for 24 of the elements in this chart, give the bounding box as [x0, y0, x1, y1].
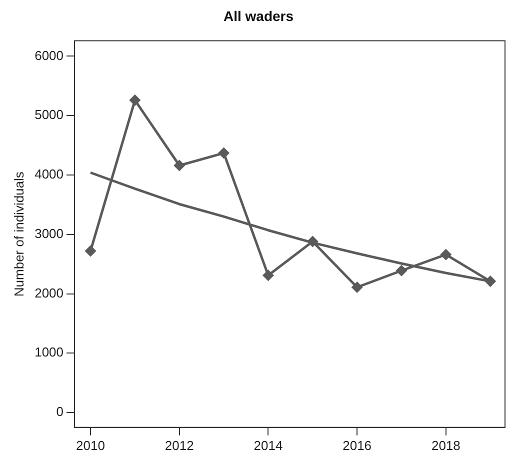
point: [218, 148, 230, 158]
x-tick-label: 2016: [342, 438, 372, 453]
x-tick-label: 2018: [431, 438, 460, 453]
x-tick-label: 2012: [164, 438, 194, 453]
y-tick-label: 2000: [34, 285, 64, 300]
point: [396, 265, 407, 276]
y-tick-label: 1000: [34, 344, 64, 360]
chart-title: All waders: [222, 8, 295, 24]
x-tick-label: 2010: [76, 438, 105, 453]
y-tick-label: 3000: [34, 226, 64, 241]
point: [262, 270, 274, 281]
y-tick-label: 4000: [34, 166, 64, 182]
point: [130, 94, 140, 106]
y-tick-label: 0: [56, 404, 64, 420]
point: [485, 276, 496, 287]
point: [174, 160, 185, 171]
y-axis-title: Number of individuals: [11, 171, 26, 297]
y-tick-label: 6000: [34, 48, 64, 63]
point: [440, 249, 452, 260]
point: [85, 246, 96, 256]
x-tick-label: 2014: [254, 438, 283, 453]
point: [352, 282, 362, 292]
y-tick-label: 5000: [34, 107, 64, 122]
point: [307, 236, 318, 247]
